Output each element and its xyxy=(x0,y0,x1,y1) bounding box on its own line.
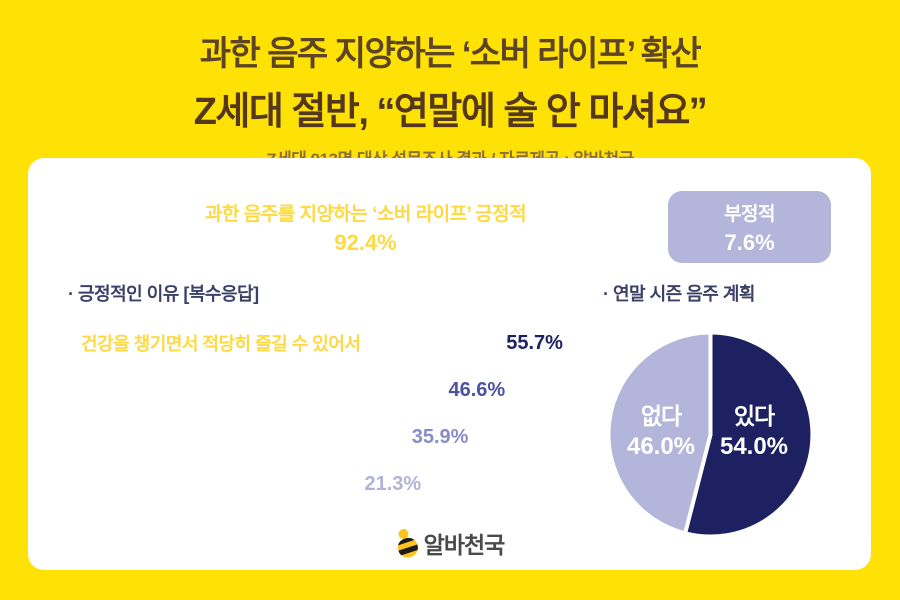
reason-bar-3-value: 35.9% xyxy=(411,425,469,448)
pie-yes-value: 54.0% xyxy=(720,433,788,460)
brand-logo: 알바천국 xyxy=(28,526,871,561)
title-line-2: Z세대 절반, “연말에 술 안 마셔요” xyxy=(193,91,708,133)
approval-positive-value: 92.4% xyxy=(334,229,397,255)
bee-icon xyxy=(395,528,421,561)
reason-bar-2-label: 맛있는 술을 자율적으로 마실 수 있어서 xyxy=(81,381,361,401)
reason-bar-row: 맛있는 술을 자율적으로 마실 수 있어서 46.6% xyxy=(68,369,593,411)
approval-stacked-bar: 과한 음주를 지양하는 ‘소버 라이프’ 긍정적 92.4% 부정적 7.6% xyxy=(68,191,831,263)
content-card: 과한 음주를 지양하는 ‘소버 라이프’ 긍정적 92.4% 부정적 7.6% … xyxy=(28,158,871,570)
pie-section-label: · 연말 시즌 음주 계획 xyxy=(603,284,755,304)
pie-slice-yes xyxy=(683,330,815,539)
reason-bar-4: 음주로 인한 범죄가 줄어들 것 같아서 xyxy=(68,463,352,505)
reason-bar-4-label: 음주로 인한 범죄가 줄어들 것 같아서 xyxy=(81,475,345,495)
charts-row: · 긍정적인 이유 [복수응답] 건강을 챙기면서 적당히 즐길 수 있어서 5… xyxy=(68,280,831,547)
reasons-bars: 건강을 챙기면서 적당히 즐길 수 있어서 55.7% 맛있는 술을 자율적으로… xyxy=(68,322,593,505)
approval-positive-label: 과한 음주를 지양하는 ‘소버 라이프’ 긍정적 xyxy=(205,203,527,225)
reason-bar-3: 술을 강요하는 분위기가 줄어들 것 같아서 xyxy=(68,416,399,458)
reason-bar-row: 술을 강요하는 분위기가 줄어들 것 같아서 35.9% xyxy=(68,416,593,458)
reason-bar-2-value: 46.6% xyxy=(448,378,506,401)
reason-bar-1-label: 건강을 챙기면서 적당히 즐길 수 있어서 xyxy=(81,334,361,354)
reason-bar-row: 음주로 인한 범죄가 줄어들 것 같아서 21.3% xyxy=(68,463,593,505)
reason-bar-row: 건강을 챙기면서 적당히 즐길 수 있어서 55.7% xyxy=(68,322,593,364)
pie-slice-no xyxy=(606,330,713,536)
pie-chart: 있다 54.0% 없다 46.0% xyxy=(603,327,831,547)
brand-logo-text: 알바천국 xyxy=(423,532,506,558)
header: 과한 음주 지양하는 ‘소버 라이프’ 확산 Z세대 절반, “연말에 술 안 … xyxy=(0,0,900,170)
reason-bar-1: 건강을 챙기면서 적당히 즐길 수 있어서 xyxy=(68,322,493,364)
approval-negative-value: 7.6% xyxy=(724,229,775,255)
reason-bar-1-value: 55.7% xyxy=(506,331,563,354)
approval-negative-segment: 부정적 7.6% xyxy=(668,191,831,263)
reason-bar-2: 맛있는 술을 자율적으로 마실 수 있어서 xyxy=(68,369,436,411)
reason-bar-4-value: 21.3% xyxy=(364,472,422,495)
pie-no-value: 46.0% xyxy=(627,433,695,460)
approval-positive-segment: 과한 음주를 지양하는 ‘소버 라이프’ 긍정적 92.4% xyxy=(68,191,663,263)
pie-no-label: 없다 xyxy=(641,403,682,429)
title-line-1: 과한 음주 지양하는 ‘소버 라이프’ 확산 xyxy=(199,35,702,73)
reasons-section-label: · 긍정적인 이유 [복수응답] xyxy=(68,284,259,304)
drinking-plan-pie: 있다 54.0% 없다 46.0% xyxy=(606,330,815,539)
approval-negative-label: 부정적 xyxy=(724,203,776,225)
pie-yes-label: 있다 xyxy=(734,403,775,429)
reason-bar-3-label: 술을 강요하는 분위기가 줄어들 것 같아서 xyxy=(81,428,377,448)
reasons-bar-chart: · 긍정적인 이유 [복수응답] 건강을 챙기면서 적당히 즐길 수 있어서 5… xyxy=(68,280,593,547)
pie-chart-section: · 연말 시즌 음주 계획 있다 54.0% 없다 46.0% xyxy=(593,280,831,547)
